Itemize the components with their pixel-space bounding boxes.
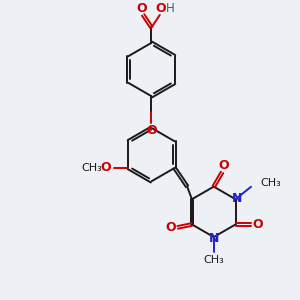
Text: O: O — [156, 2, 166, 15]
Text: N: N — [232, 192, 242, 205]
Text: N: N — [208, 232, 219, 245]
Text: O: O — [218, 159, 229, 172]
Text: H: H — [166, 2, 175, 15]
Text: O: O — [146, 124, 157, 136]
Text: CH₃: CH₃ — [82, 163, 102, 173]
Text: O: O — [100, 161, 111, 175]
Text: O: O — [137, 2, 147, 15]
Text: O: O — [253, 218, 263, 231]
Text: CH₃: CH₃ — [260, 178, 280, 188]
Text: O: O — [165, 221, 176, 234]
Text: CH₃: CH₃ — [203, 255, 224, 265]
